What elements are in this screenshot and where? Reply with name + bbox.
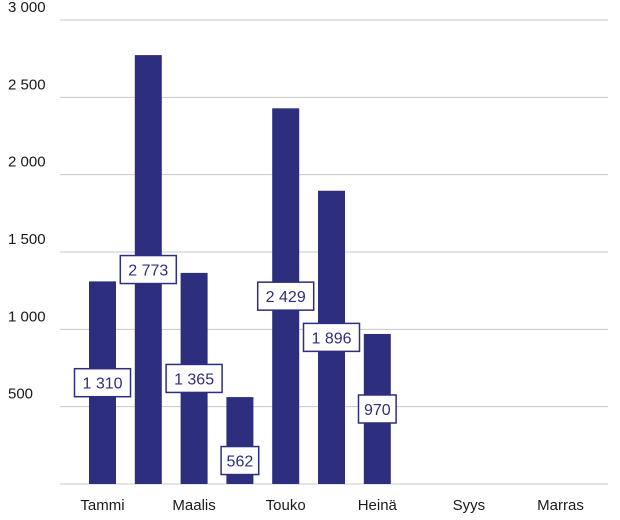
y-tick-label: 1 000 [8, 308, 46, 325]
y-tick-label: 3 000 [8, 0, 46, 16]
x-tick-label: Syys [453, 497, 486, 514]
data-label-box [119, 254, 178, 285]
data-label-text: 2 429 [266, 289, 306, 306]
data-label-text: 2 773 [128, 263, 168, 280]
data-labels: 1 310 2 773 1 365 562 2 429 1 896 970 [73, 254, 397, 476]
x-tick-label: Touko [266, 497, 306, 514]
data-label: 562 [220, 445, 260, 476]
data-label: 2 773 [119, 254, 178, 285]
x-axis-tick-labels: Tammi Maalis Touko Heinä Syys Marras [80, 497, 583, 514]
data-label-box [73, 367, 132, 398]
data-label: 2 429 [256, 281, 315, 311]
x-tick-label: Maalis [172, 497, 215, 514]
data-label-text: 970 [364, 402, 391, 419]
data-label: 970 [357, 394, 397, 424]
data-label-text: 1 896 [311, 330, 351, 347]
data-label: 1 310 [73, 367, 132, 398]
data-label: 1 365 [165, 363, 223, 394]
data-label-text: 1 365 [174, 371, 214, 388]
data-label-box [256, 281, 315, 311]
y-tick-label: 2 000 [8, 154, 46, 171]
y-tick-label: 1 500 [8, 231, 46, 248]
data-label-box [357, 394, 397, 424]
y-tick-label: 500 [8, 386, 33, 403]
x-tick-label: Marras [537, 497, 584, 514]
y-axis-tick-labels: 500 1 000 1 500 2 000 2 500 3 000 [8, 0, 46, 403]
data-label-text: 1 310 [82, 376, 122, 393]
y-tick-label: 2 500 [8, 76, 46, 93]
x-tick-label: Heinä [358, 497, 398, 514]
data-label-text: 562 [227, 454, 254, 471]
data-label-box [302, 322, 361, 353]
x-tick-label: Tammi [80, 497, 124, 514]
data-label: 1 896 [302, 322, 361, 353]
data-label-box [165, 363, 223, 394]
data-label-box [220, 445, 260, 476]
